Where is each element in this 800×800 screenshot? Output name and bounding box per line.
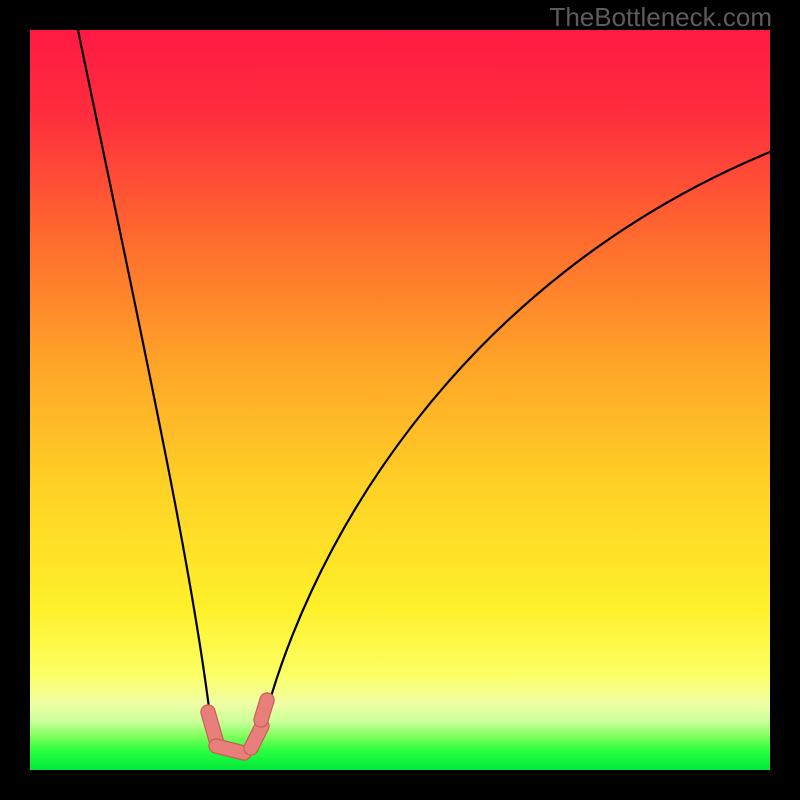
- watermark-text: TheBottleneck.com: [549, 2, 772, 33]
- marker-capsule: [216, 746, 244, 753]
- plot-background: [30, 30, 770, 770]
- figure-root: TheBottleneck.com: [0, 0, 800, 800]
- border-right: [770, 0, 800, 800]
- border-bottom: [0, 770, 800, 800]
- marker-capsule: [261, 700, 267, 720]
- border-left: [0, 0, 30, 800]
- bottleneck-chart: [0, 0, 800, 800]
- marker-capsule: [208, 712, 216, 740]
